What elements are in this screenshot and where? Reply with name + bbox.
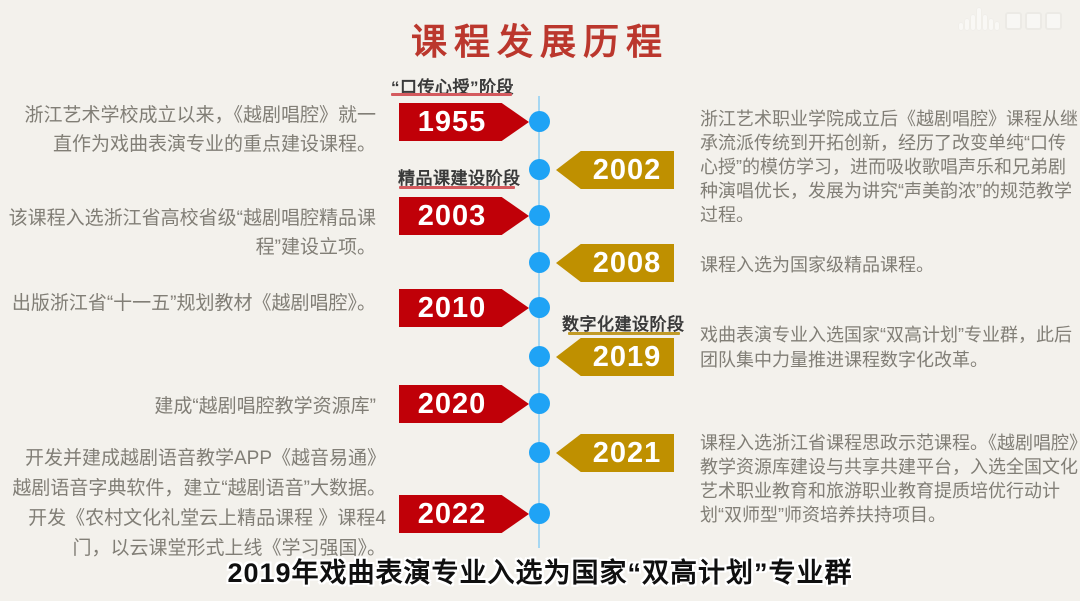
event-text-2020: 建成“越剧唱腔教学资源库” bbox=[154, 396, 376, 417]
year-label: 2002 bbox=[592, 153, 662, 186]
year-label: 2019 bbox=[592, 340, 662, 373]
equalizer-bars-icon bbox=[959, 6, 999, 30]
timeline-node-2002 bbox=[529, 159, 550, 180]
stage-label-digital-construction: 数字化建设阶段 bbox=[562, 315, 685, 334]
year-label: 2010 bbox=[417, 291, 487, 324]
event-arrow-2020: 2020 bbox=[399, 385, 529, 423]
year-label: 2003 bbox=[417, 199, 487, 232]
event-text-2008: 课程入选为国家级精品课程。 bbox=[700, 255, 934, 275]
timeline-node-2003 bbox=[529, 205, 550, 226]
timeline-node-2020 bbox=[529, 393, 550, 414]
timeline-node-2008 bbox=[529, 252, 550, 273]
event-arrow-2010: 2010 bbox=[399, 289, 529, 327]
event-arrow-2019: 2019 bbox=[556, 338, 674, 376]
event-arrow-2002: 2002 bbox=[556, 151, 674, 189]
event-arrow-2022: 2022 bbox=[399, 495, 529, 533]
year-label: 2008 bbox=[592, 246, 662, 279]
event-text-2002: 浙江艺术职业学院成立后《越剧唱腔》课程从继承流派传统到开拓创新，经历了改变单纯“… bbox=[700, 109, 1078, 225]
event-arrow-2003: 2003 bbox=[399, 197, 529, 235]
event-arrow-2021: 2021 bbox=[556, 434, 674, 472]
timeline-line bbox=[538, 96, 540, 548]
timeline-node-2010 bbox=[529, 297, 550, 318]
subtitle-caption: 2019年戏曲表演专业入选为国家“双高计划”专业群 bbox=[227, 558, 853, 588]
event-arrow-1955: 1955 bbox=[399, 103, 529, 141]
timeline-node-2021 bbox=[529, 442, 550, 463]
event-text-2022: 开发并建成越剧语音教学APP《越音易通》越剧语音字典软件，建立“越剧语音”大数据… bbox=[12, 448, 386, 559]
stage-label-oral-transmission: “口传心授”阶段 bbox=[391, 78, 514, 97]
timeline-node-1955 bbox=[529, 111, 550, 132]
watermark bbox=[959, 6, 1062, 30]
event-text-2003: 该课程入选浙江省高校省级“越剧唱腔精品课程”建设立项。 bbox=[8, 208, 376, 258]
timeline-node-2022 bbox=[529, 503, 550, 524]
watermark-logo-glyphs bbox=[1005, 12, 1062, 30]
stage-underline-2 bbox=[399, 186, 515, 189]
event-text-2021: 课程入选浙江省课程思政示范课程。《越剧唱腔》教学资源库建设与共享共建平台，入选全… bbox=[700, 433, 1078, 525]
event-text-1955: 浙江艺术学校成立以来，《越剧唱腔》就一直作为戏曲表演专业的重点建设课程。 bbox=[24, 105, 376, 155]
year-label: 2021 bbox=[592, 436, 662, 469]
timeline-node-2019 bbox=[529, 346, 550, 367]
page-title: 课程发展历程 bbox=[410, 21, 669, 63]
stage-underline-3 bbox=[568, 332, 680, 335]
year-label: 2022 bbox=[417, 497, 487, 530]
event-text-2019: 戏曲表演专业入选国家“双高计划”专业群，此后团队集中力量推进课程数字化改革。 bbox=[700, 325, 1072, 370]
event-text-2010: 出版浙江省“十一五”规划教材《越剧唱腔》。 bbox=[11, 293, 376, 314]
stage-underline-1 bbox=[391, 93, 512, 96]
stage-label-quality-course: 精品课建设阶段 bbox=[398, 169, 521, 188]
year-label: 2020 bbox=[417, 387, 487, 420]
event-arrow-2008: 2008 bbox=[556, 244, 674, 282]
year-label: 1955 bbox=[417, 105, 487, 138]
